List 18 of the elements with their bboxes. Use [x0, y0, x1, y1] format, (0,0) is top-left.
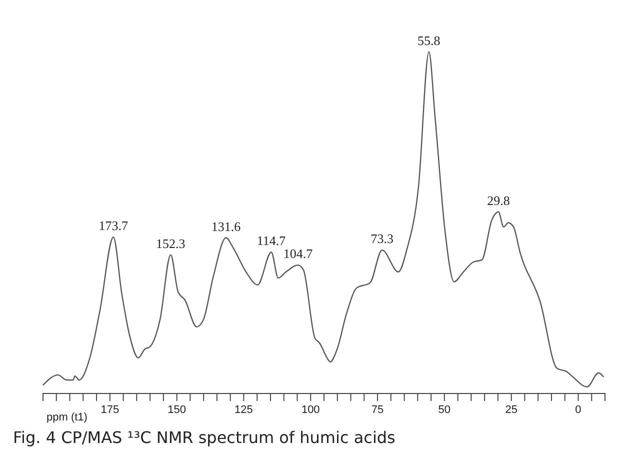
x-tick-label: 150: [168, 404, 186, 416]
x-tick-label: 50: [438, 404, 451, 416]
x-tick-label: 75: [371, 404, 384, 416]
annotation: 55.8: [418, 32, 440, 48]
annotation: 152.3: [156, 236, 186, 251]
x-axis-title: ppm (t1): [46, 412, 88, 424]
annotation: 131.6: [211, 218, 242, 234]
x-tick-label: 100: [301, 404, 320, 416]
x-tick-label: 0: [575, 404, 582, 416]
caption: Fig. 4 CP/MAS ¹³C NMR spectrum of humic acids: [13, 428, 396, 447]
annotation: 29.8: [487, 192, 510, 208]
x-tick-label: 125: [234, 404, 253, 416]
x-tick-label: 175: [100, 404, 120, 416]
x-tick-label: 25: [505, 404, 518, 416]
annotation: 104.7: [283, 246, 314, 262]
annotation: 173.7: [98, 218, 129, 234]
annotation: 73.3: [370, 231, 394, 246]
annotation: 114.7: [256, 233, 286, 248]
